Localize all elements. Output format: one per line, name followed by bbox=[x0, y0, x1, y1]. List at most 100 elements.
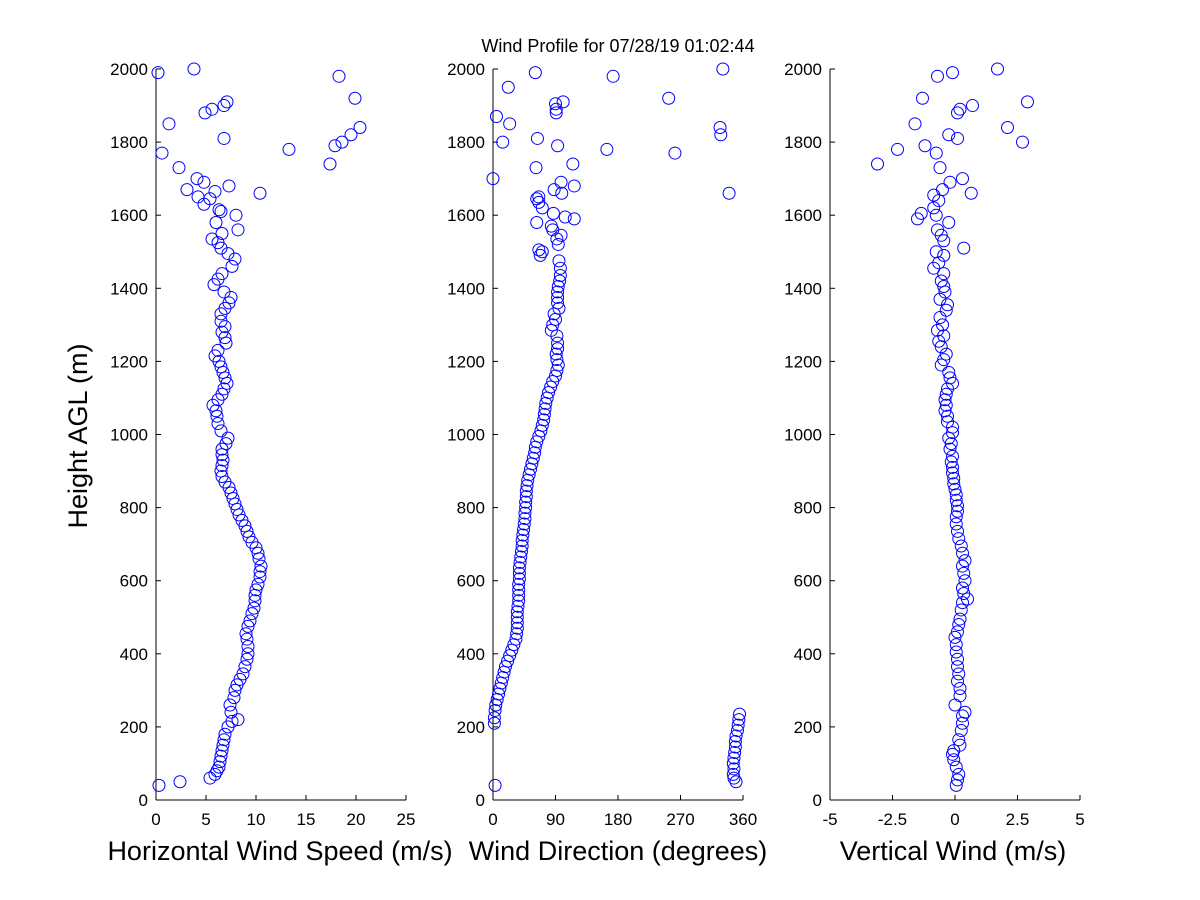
data-point bbox=[908, 117, 922, 131]
data-point bbox=[556, 95, 570, 109]
data-point bbox=[208, 767, 222, 781]
data-point bbox=[251, 577, 265, 591]
data-point bbox=[549, 106, 563, 120]
data-point bbox=[216, 738, 230, 752]
data-point bbox=[722, 186, 736, 200]
data-point bbox=[958, 554, 972, 568]
data-point bbox=[231, 713, 245, 727]
y-tick-label: 200 bbox=[120, 718, 148, 737]
data-point bbox=[939, 398, 953, 412]
data-point bbox=[240, 524, 254, 538]
data-point bbox=[952, 618, 966, 632]
data-point bbox=[535, 418, 549, 432]
x-tick-label: 0 bbox=[151, 810, 160, 829]
y-tick-label: 800 bbox=[457, 499, 485, 518]
data-point bbox=[512, 572, 526, 586]
data-point bbox=[151, 66, 165, 80]
data-point bbox=[520, 479, 534, 493]
data-point bbox=[198, 106, 212, 120]
data-point bbox=[551, 279, 565, 293]
data-point bbox=[1001, 120, 1014, 134]
data-point bbox=[211, 272, 225, 286]
data-point bbox=[730, 724, 744, 738]
data-point bbox=[551, 296, 565, 310]
data-point bbox=[253, 186, 267, 200]
data-point bbox=[728, 735, 742, 749]
data-point bbox=[553, 274, 567, 288]
data-point bbox=[488, 778, 502, 792]
data-point bbox=[550, 364, 564, 378]
data-point bbox=[943, 175, 957, 189]
data-point bbox=[716, 62, 730, 76]
data-point bbox=[222, 296, 236, 310]
data-point bbox=[254, 559, 268, 573]
data-point bbox=[512, 583, 526, 597]
data-point bbox=[966, 99, 979, 113]
data-point bbox=[551, 342, 565, 356]
data-point bbox=[953, 689, 967, 703]
data-point bbox=[546, 206, 560, 220]
data-point bbox=[215, 744, 229, 758]
data-point bbox=[567, 179, 581, 193]
data-point bbox=[552, 301, 566, 315]
data-point bbox=[947, 471, 961, 485]
data-point bbox=[155, 146, 169, 160]
data-point bbox=[956, 716, 969, 730]
y-tick-label: 400 bbox=[794, 645, 822, 664]
data-point bbox=[519, 495, 533, 509]
data-point bbox=[953, 612, 967, 626]
data-point bbox=[209, 216, 223, 230]
data-point bbox=[951, 674, 964, 688]
data-point bbox=[929, 208, 943, 222]
data-point bbox=[510, 621, 524, 635]
data-point bbox=[248, 594, 262, 608]
data-point bbox=[223, 698, 237, 712]
y-tick-label: 1200 bbox=[110, 352, 148, 371]
data-point bbox=[501, 80, 515, 94]
data-point bbox=[953, 738, 967, 752]
y-tick-label: 400 bbox=[120, 645, 148, 664]
data-point bbox=[344, 128, 358, 142]
x-axis-title: Vertical Wind (m/s) bbox=[840, 836, 1067, 866]
data-point bbox=[949, 645, 963, 659]
x-tick-label: 5 bbox=[201, 810, 210, 829]
data-point bbox=[529, 161, 543, 175]
data-point bbox=[936, 318, 949, 332]
data-point bbox=[510, 627, 524, 641]
x-tick-label: 15 bbox=[297, 810, 316, 829]
data-point bbox=[953, 682, 967, 696]
x-tick-label: 180 bbox=[604, 810, 632, 829]
data-point bbox=[208, 184, 222, 198]
data-point bbox=[547, 183, 561, 197]
y-tick-label: 1200 bbox=[784, 352, 822, 371]
data-point bbox=[726, 756, 740, 770]
data-point bbox=[953, 102, 967, 116]
data-point bbox=[551, 336, 565, 350]
data-point bbox=[728, 740, 742, 754]
data-point bbox=[606, 69, 620, 83]
data-point bbox=[951, 106, 964, 120]
y-axis-title: Height AGL (m) bbox=[63, 343, 93, 528]
data-point bbox=[282, 142, 296, 156]
data-point bbox=[891, 142, 904, 156]
data-point bbox=[954, 724, 968, 738]
y-tick-label: 1400 bbox=[784, 279, 822, 298]
data-point bbox=[956, 581, 969, 595]
data-point bbox=[251, 546, 265, 560]
data-point bbox=[173, 775, 187, 789]
data-point bbox=[952, 667, 966, 681]
x-tick-label: -2.5 bbox=[878, 810, 907, 829]
data-point bbox=[957, 586, 971, 600]
data-point bbox=[517, 517, 531, 531]
data-point bbox=[1021, 95, 1034, 109]
data-point bbox=[222, 179, 236, 193]
data-point bbox=[944, 437, 958, 451]
data-point bbox=[512, 588, 526, 602]
x-tick-label: 0 bbox=[488, 810, 497, 829]
data-point bbox=[550, 353, 564, 367]
data-point bbox=[217, 131, 231, 145]
data-point bbox=[956, 709, 969, 723]
data-point bbox=[600, 142, 614, 156]
data-point bbox=[549, 97, 562, 111]
y-tick-label: 1400 bbox=[447, 279, 485, 298]
